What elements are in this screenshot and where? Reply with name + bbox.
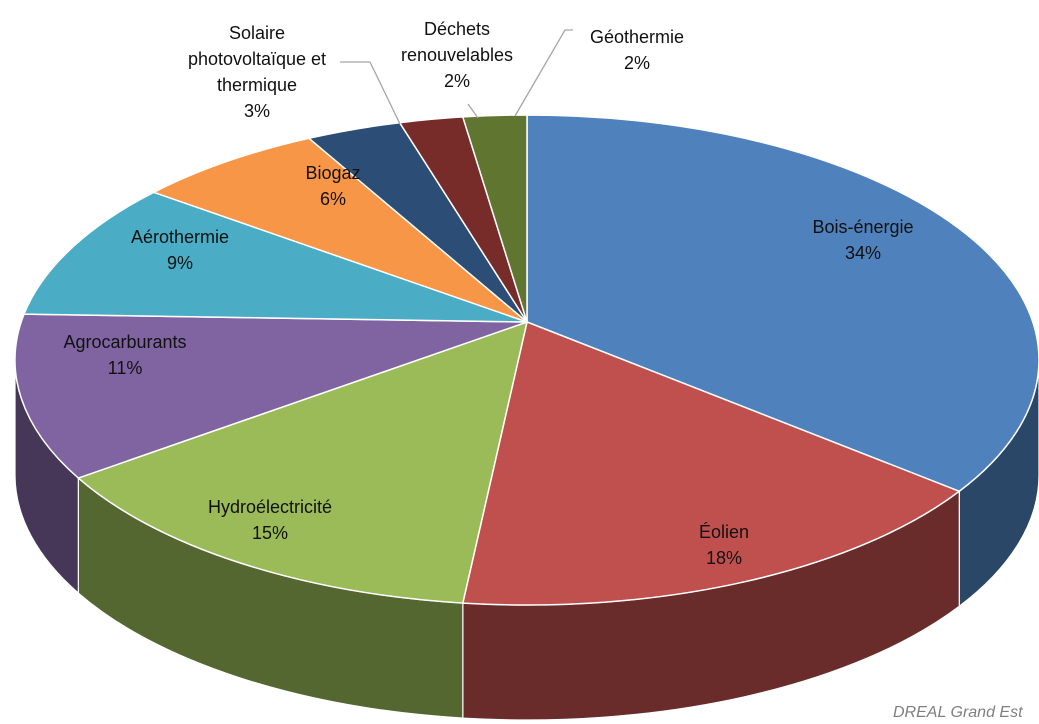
source: DREAL Grand Est [893,704,1023,721]
slice-label: Hydroélectricité [207,497,333,517]
slice [76,320,529,604]
slice-label: Agrocarburants [63,332,187,352]
slice-label: Bois-énergie [812,217,914,237]
value-label: 2% [623,53,651,73]
slice-label: Géothermie [589,27,685,47]
slice [151,137,528,323]
value-label: 34% [844,243,882,263]
slice-label: Aérothermie [130,227,230,247]
slice [461,320,961,606]
value-label: 15% [251,523,289,543]
value-label: 6% [319,189,347,209]
slice [22,191,528,323]
leader-line [340,61,401,125]
slice [461,114,528,323]
leader-line [514,29,573,117]
leader-line [467,103,479,119]
value-label: 2% [443,71,471,91]
value-label: 18% [705,548,743,568]
slice-label: Biogaz [305,163,361,183]
tops [14,114,1039,606]
slice [14,313,528,479]
value-label: 11% [107,358,143,378]
slice-label: Déchets renouvelables [400,19,514,65]
slice-label: Éolien [698,522,750,542]
slice-label: Solaire photovoltaïque et thermique [187,23,327,95]
slice [526,114,1039,493]
value-label: 3% [243,101,271,121]
value-label: 9% [166,253,194,273]
